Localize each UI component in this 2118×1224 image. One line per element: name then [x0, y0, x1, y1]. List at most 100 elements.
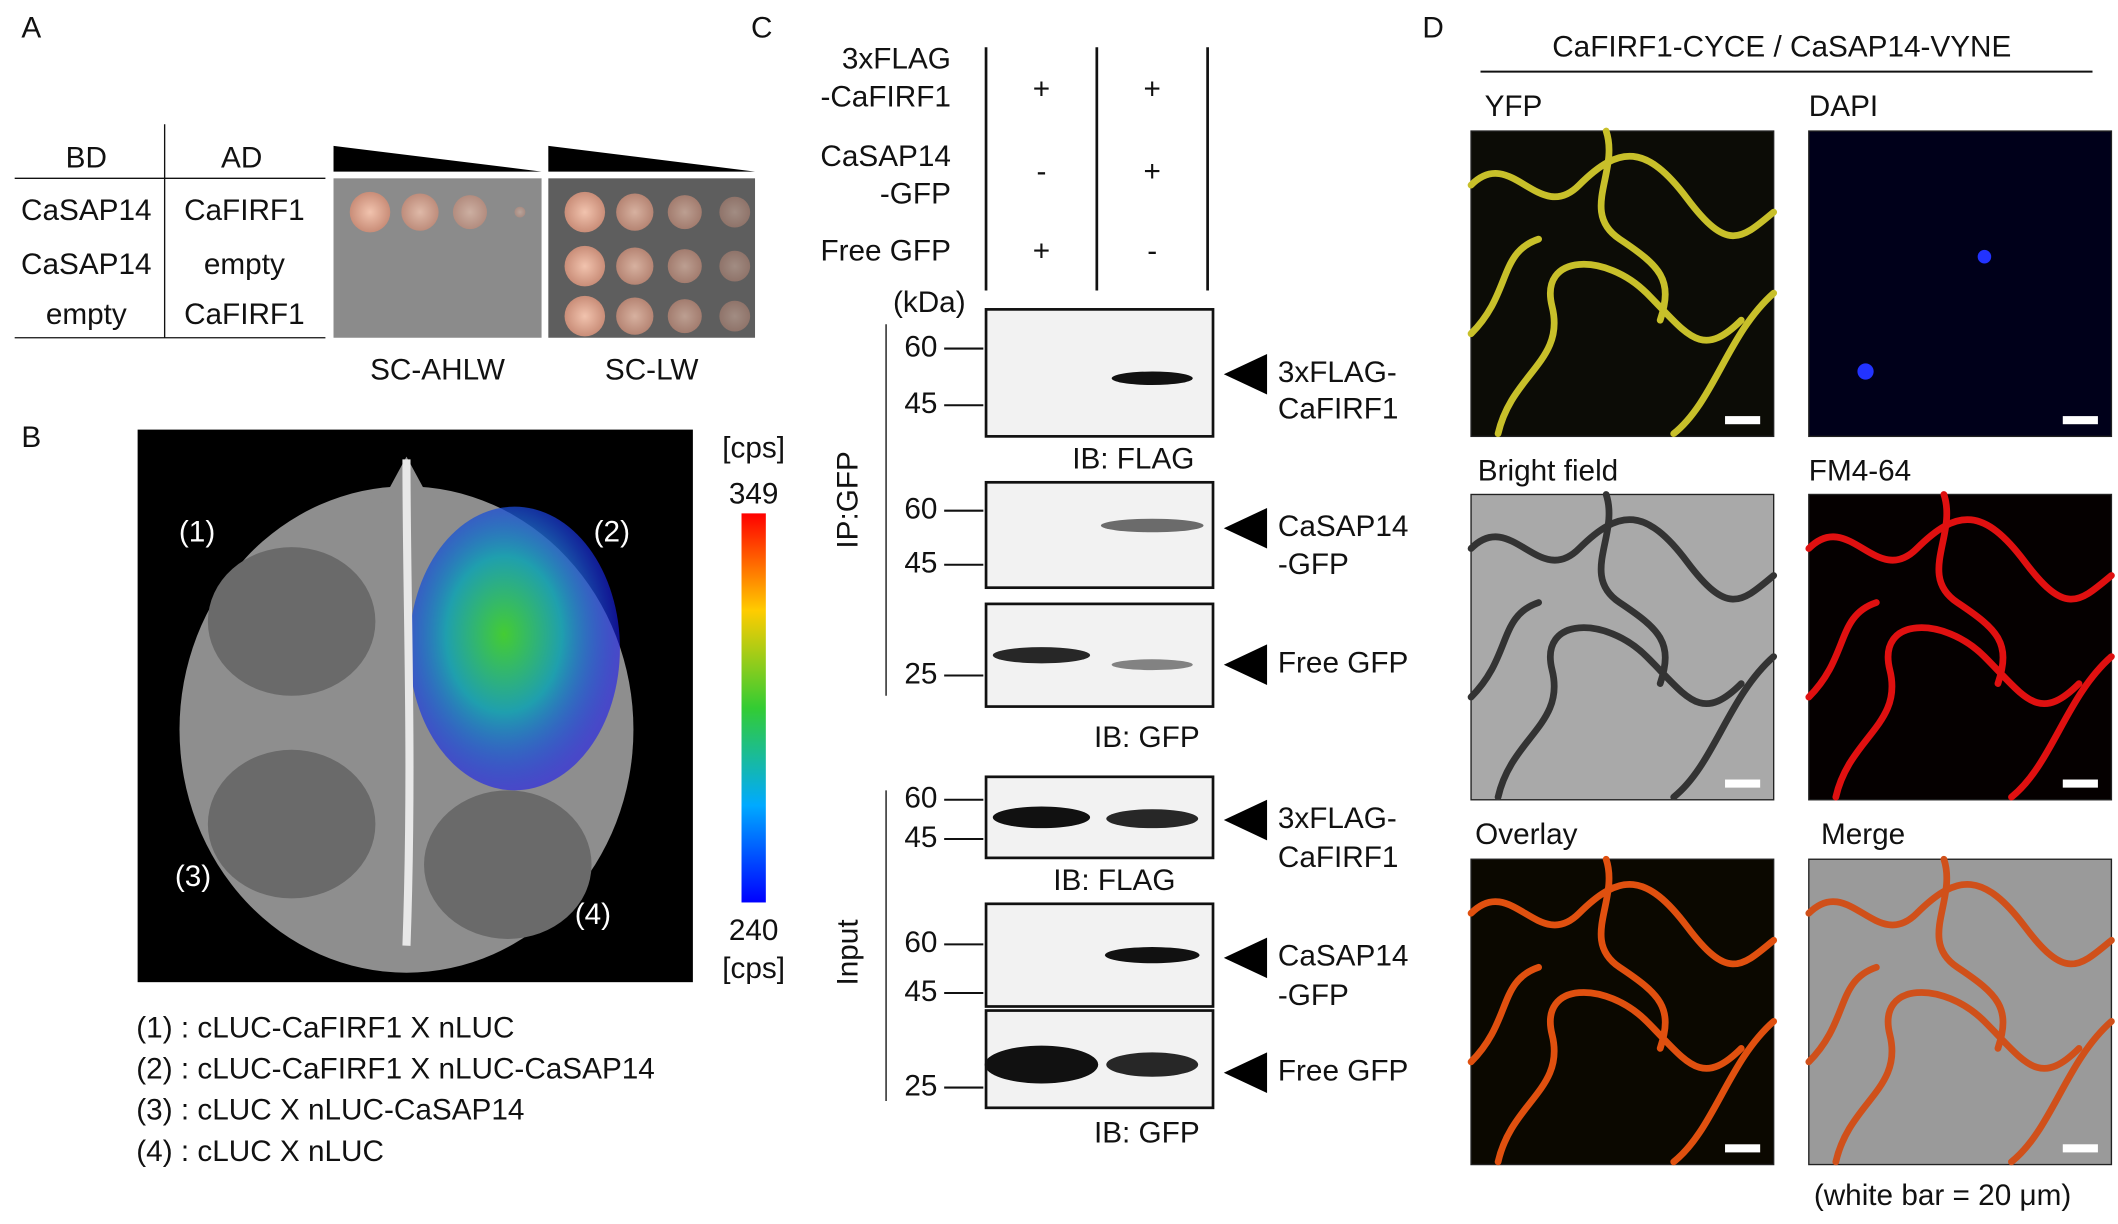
yeast-colony — [564, 245, 606, 287]
lane-sign: - — [1036, 155, 1046, 188]
construct-name: 3xFLAG — [842, 43, 951, 76]
yeast-colony — [667, 249, 702, 284]
panel-title: CaFIRF1-CYCE / CaSAP14-VYNE — [1552, 30, 2011, 63]
image-label: FM4-64 — [1809, 455, 1911, 488]
target-label: 3xFLAG- — [1278, 356, 1397, 389]
section-label: IP:GFP — [831, 451, 864, 548]
scale-bar — [2062, 779, 2098, 788]
arrowhead — [1223, 799, 1268, 841]
panel-label: A — [21, 12, 41, 45]
yeast-colony — [719, 300, 751, 332]
ib-label: IB: FLAG — [1053, 864, 1175, 897]
arrowhead — [1223, 507, 1268, 549]
lane-sign: + — [1033, 234, 1050, 267]
band — [992, 806, 1091, 829]
blot — [984, 308, 1215, 438]
band — [984, 1045, 1099, 1084]
band — [1106, 1052, 1199, 1077]
infiltration-spot — [424, 790, 592, 939]
image-label: DAPI — [1809, 90, 1878, 123]
panel-label: D — [1422, 12, 1443, 45]
yeast-colony — [616, 247, 654, 285]
spot-label: (3) — [175, 860, 211, 893]
construct-name: CaSAP14 — [820, 140, 951, 173]
yeast-colony — [514, 206, 526, 218]
table-cell: CaSAP14 — [21, 194, 152, 227]
yeast-colony — [564, 295, 606, 337]
band — [992, 647, 1091, 664]
luminescence — [409, 506, 620, 791]
colorbar-unit: [cps] — [722, 432, 785, 465]
nucleus — [1857, 363, 1874, 380]
colorbar-unit: [cps] — [722, 952, 785, 985]
target-label: -GFP — [1278, 979, 1349, 1012]
mw-marker: 60 — [904, 330, 937, 363]
color-bar — [741, 513, 766, 903]
dilution-wedge — [333, 145, 542, 172]
target-label: CaSAP14 — [1278, 940, 1409, 973]
yeast-colony — [616, 297, 654, 335]
target-label: CaFIRF1 — [1278, 393, 1399, 426]
nucleus — [1977, 249, 1992, 264]
table-cell: empty — [204, 248, 285, 281]
infiltration-spot — [207, 547, 376, 696]
section-label: Input — [831, 919, 864, 986]
mw-marker: 45 — [904, 821, 937, 854]
ib-label: IB: GFP — [1094, 1117, 1200, 1150]
table-cell: CaFIRF1 — [184, 298, 305, 331]
target-label: Free GFP — [1278, 1055, 1408, 1088]
mw-marker: 25 — [904, 1069, 937, 1102]
colorbar-max: 349 — [729, 478, 779, 511]
infiltration-spot — [207, 749, 376, 899]
medium-label: SC-AHLW — [370, 353, 505, 386]
cell-wall — [1805, 491, 2115, 801]
table-cell: CaSAP14 — [21, 248, 152, 281]
spot-label: (4) — [575, 898, 611, 931]
construct-name: Free GFP — [820, 234, 950, 267]
table-header: AD — [221, 141, 262, 174]
scale-note: (white bar = 20 μm) — [1814, 1179, 2071, 1212]
band — [1111, 371, 1193, 386]
target-label: Free GFP — [1278, 647, 1408, 680]
target-label: 3xFLAG- — [1278, 802, 1397, 835]
yeast-colony — [667, 299, 702, 334]
cell-wall — [1467, 855, 1778, 1166]
image-label: Bright field — [1478, 455, 1618, 488]
lane-sign: - — [1147, 234, 1157, 267]
scale-bar — [1725, 1144, 1761, 1153]
legend-entry: (1) : cLUC-CaFIRF1 X nLUC — [136, 1011, 514, 1044]
colorbar-min: 240 — [729, 914, 779, 947]
mw-marker: 45 — [904, 547, 937, 580]
image-label: Merge — [1821, 818, 1905, 851]
midrib — [402, 459, 414, 946]
scale-bar — [1725, 779, 1761, 788]
legend-entry: (4) : cLUC X nLUC — [136, 1135, 384, 1168]
yeast-colony — [667, 195, 702, 230]
cell-wall — [1805, 855, 2115, 1166]
yeast-colony — [452, 195, 487, 230]
lane-sign: + — [1144, 155, 1161, 188]
band — [1106, 809, 1199, 829]
arrowhead — [1223, 644, 1268, 685]
construct-name: -GFP — [880, 178, 951, 211]
mw-marker: 45 — [904, 975, 937, 1008]
arrowhead — [1223, 1052, 1268, 1093]
mw-marker: 45 — [904, 387, 937, 420]
band — [1100, 518, 1204, 533]
legend-entry: (2) : cLUC-CaFIRF1 X nLUC-CaSAP14 — [136, 1053, 655, 1086]
blot — [984, 480, 1215, 590]
yeast-colony — [349, 191, 391, 233]
cell-wall — [1467, 491, 1778, 801]
yeast-colony — [401, 193, 439, 231]
lane-sign: + — [1144, 72, 1161, 105]
image-label: Overlay — [1475, 818, 1578, 851]
panel-label: B — [21, 421, 41, 454]
cell-wall — [1467, 127, 1778, 438]
image-label: YFP — [1485, 90, 1543, 123]
mw-marker: 60 — [904, 493, 937, 526]
legend-entry: (3) : cLUC X nLUC-CaSAP14 — [136, 1094, 524, 1127]
mw-marker: 25 — [904, 657, 937, 690]
scale-bar — [2062, 416, 2098, 425]
panel-label: C — [751, 12, 772, 45]
table-cell: CaFIRF1 — [184, 194, 305, 227]
